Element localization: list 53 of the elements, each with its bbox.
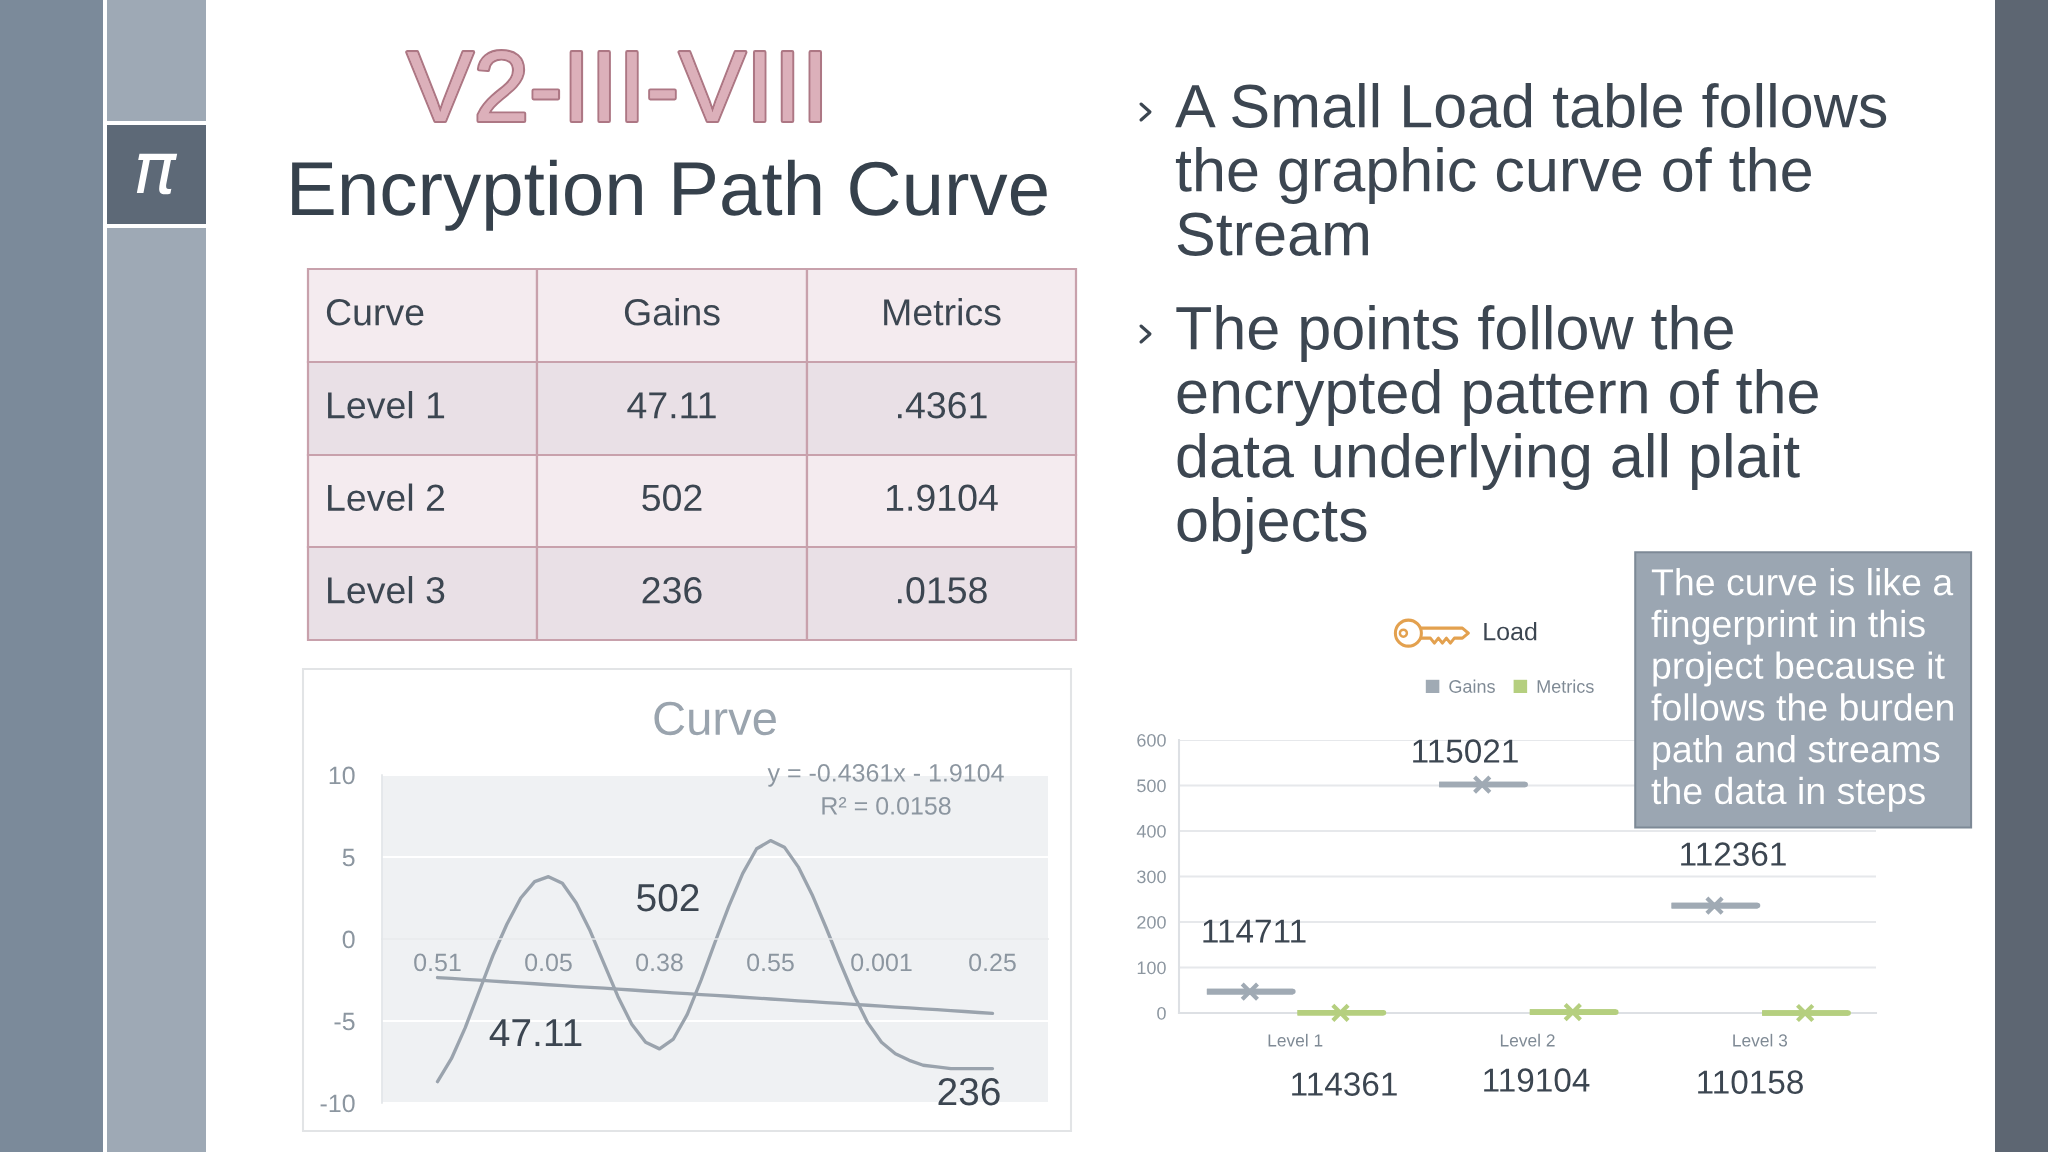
- annotation: 115021: [1413, 739, 1518, 763]
- y-tick-label: 0: [1157, 1006, 1166, 1020]
- y-tick-label: 0: [342, 930, 355, 949]
- x-tick-label: 0.001: [851, 953, 912, 972]
- y-tick-label: -5: [334, 1012, 355, 1031]
- text: Encryption Path Curve: [292, 159, 1047, 231]
- annotation: 112361: [1681, 842, 1786, 866]
- text: 110158: [1698, 1070, 1803, 1094]
- annotation: 114711: [1203, 919, 1306, 943]
- y-tick-label: 500: [1137, 779, 1166, 793]
- chart-title: Curve: [654, 701, 776, 736]
- annotation: y = -0.4361x - 1.9104: [767, 764, 1004, 787]
- annotation: The curve is like a fingerprint in this project because it follows the burden path and streams the data in steps: [1651, 568, 1954, 812]
- category-label: Level 1: [328, 391, 445, 419]
- text: 114361: [1292, 1072, 1397, 1096]
- text: 119104: [1484, 1068, 1590, 1092]
- text: 47.11: [627, 392, 716, 419]
- legend-label: Metrics: [1537, 679, 1594, 693]
- category-label: Gains: [624, 298, 720, 326]
- text: 236: [642, 577, 702, 604]
- text: Curve: [326, 299, 424, 326]
- y-tick-label: 300: [1137, 870, 1166, 884]
- y-tick-label: 100: [1137, 961, 1166, 975]
- category-label: Level 3: [328, 576, 445, 604]
- x-tick-label: Level 1: [1268, 1033, 1323, 1047]
- category-label: Level 2: [328, 483, 445, 512]
- category-label: Metrics: [884, 298, 1001, 326]
- x-tick-label: Level 3: [1733, 1033, 1788, 1047]
- y-tick-label: 200: [1137, 915, 1166, 929]
- text: V2-III-VIII: [407, 51, 820, 121]
- text: The points follow the encrypted pattern of the data underlying all plait objects: [1176, 305, 1818, 554]
- text: 1.9104: [887, 484, 998, 512]
- text: .0158: [898, 577, 987, 604]
- y-tick-label: 600: [1137, 733, 1166, 747]
- annotation: R² = 0.0158: [822, 797, 951, 815]
- annotation: 502: [637, 883, 699, 912]
- y-tick-label: 10: [329, 766, 355, 785]
- text: .4361: [898, 392, 987, 419]
- x-tick-label: 0.05: [525, 953, 572, 972]
- x-tick-label: Level 2: [1500, 1033, 1555, 1047]
- text: A Small Load table follows the graphic curve of the Stream: [1175, 83, 1887, 256]
- x-tick-label: 0.51: [414, 953, 461, 972]
- x-tick-label: 0.25: [969, 953, 1016, 972]
- legend-label: Gains: [1449, 679, 1495, 693]
- text: 502: [642, 484, 702, 512]
- y-tick-label: -10: [320, 1094, 355, 1113]
- annotation: 47.11: [489, 1019, 582, 1047]
- annotation: 236: [938, 1077, 1000, 1106]
- x-tick-label: 0.38: [636, 953, 683, 972]
- legend-title: Load: [1484, 622, 1537, 641]
- y-tick-label: 5: [342, 848, 355, 867]
- y-tick-label: 400: [1136, 824, 1166, 838]
- x-tick-label: 0.55: [747, 953, 794, 972]
